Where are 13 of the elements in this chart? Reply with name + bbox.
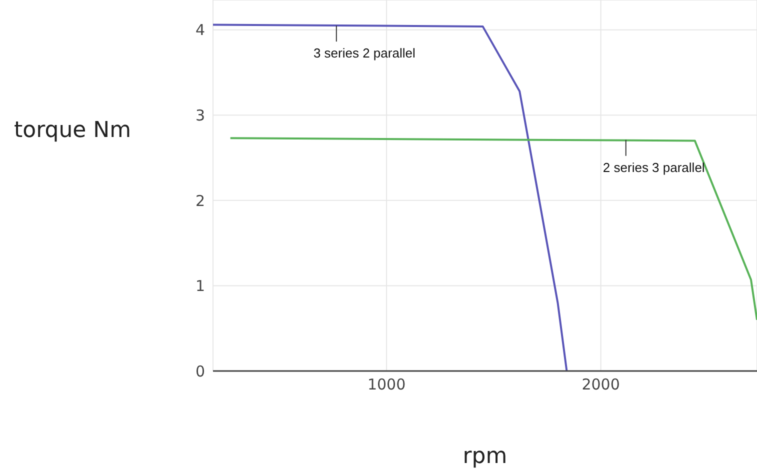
y-tick-label: 3 [195,106,205,124]
line-series [229,137,757,321]
line-series [213,24,568,371]
y-axis-title: torque Nm [14,118,132,143]
y-tick-label: 0 [195,362,205,380]
x-axis-title: rpm [462,444,508,469]
y-tick-label: 4 [195,21,205,40]
annotation: 2 series 3 parallel [602,160,705,175]
x-tick-label: 2000 [582,376,620,394]
x-tick-label: 1000 [367,376,406,394]
annotation: 3 series 2 parallel [313,46,416,61]
y-tick-label: 2 [195,192,205,210]
y-tick-label: 1 [195,277,205,296]
